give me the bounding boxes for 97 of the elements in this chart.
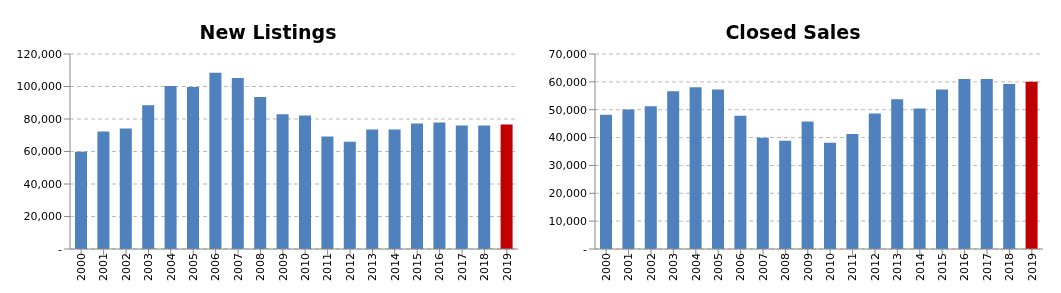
- bar: [299, 115, 311, 249]
- x-tick-label: 2002: [644, 253, 658, 281]
- chart-title: Closed Sales: [724, 20, 862, 45]
- x-tick-label: 2015: [411, 253, 425, 281]
- x-tick-label: 2014: [913, 253, 927, 281]
- bar: [119, 128, 132, 249]
- bar: [846, 133, 859, 249]
- x-tick-label: 2003: [667, 253, 681, 281]
- x-tick-label: 2005: [187, 253, 201, 281]
- x-tick-label: 2012: [343, 253, 357, 281]
- bar: [801, 121, 814, 249]
- y-tick-label: -: [583, 242, 588, 256]
- y-tick-label: 40,000: [23, 177, 62, 191]
- bar: [868, 113, 881, 249]
- bar: [164, 86, 177, 249]
- y-tick-label: 80,000: [23, 112, 62, 126]
- y-tick-label: -: [58, 242, 63, 256]
- bar: [75, 151, 87, 249]
- x-tick-label: 2018: [1003, 253, 1017, 281]
- x-tick-label: 2002: [119, 253, 133, 281]
- y-tick-label: 100,000: [16, 80, 62, 94]
- bar: [411, 123, 423, 249]
- bar: [254, 97, 267, 249]
- x-tick-label: 2011: [321, 253, 335, 281]
- x-tick-label: 2006: [734, 253, 748, 281]
- y-tick-label: 120,000: [16, 47, 62, 61]
- bar: [756, 137, 769, 249]
- y-tick-label: 20,000: [23, 210, 62, 224]
- bar: [913, 108, 926, 249]
- y-tick-label: 60,000: [548, 75, 587, 89]
- y-tick-label: 20,000: [548, 187, 587, 201]
- x-tick-label: 2019: [1025, 253, 1039, 281]
- x-tick-label: 2007: [756, 253, 770, 281]
- x-tick-label: 2008: [779, 253, 793, 281]
- x-tick-label: 2017: [980, 253, 994, 281]
- x-tick-label: 2012: [868, 253, 882, 281]
- bar: [321, 136, 334, 249]
- chart-title: New Listings: [198, 20, 338, 45]
- x-tick-label: 2001: [97, 253, 111, 281]
- bar: [478, 125, 491, 249]
- bar: [734, 115, 747, 249]
- bar: [980, 79, 993, 249]
- bar: [958, 79, 971, 249]
- bar: [231, 77, 244, 249]
- x-tick-label: 2005: [712, 253, 726, 281]
- x-tick-label: 2009: [801, 253, 815, 281]
- x-tick-label: 2010: [824, 253, 838, 281]
- x-tick-label: 2009: [276, 253, 290, 281]
- bar: [276, 114, 289, 249]
- bar: [600, 114, 612, 249]
- x-tick-label: 2001: [622, 253, 636, 281]
- x-tick-label: 2013: [366, 253, 380, 281]
- y-tick-label: 60,000: [23, 145, 62, 159]
- y-tick-label: 50,000: [548, 103, 587, 117]
- bar: [142, 105, 155, 249]
- x-tick-label: 2006: [209, 253, 223, 281]
- bar: [97, 131, 110, 249]
- x-tick-label: 2014: [388, 253, 402, 281]
- x-tick-label: 2017: [455, 253, 469, 281]
- bar: [388, 129, 401, 249]
- x-tick-label: 2000: [600, 253, 614, 281]
- bar: [689, 87, 702, 249]
- y-tick-label: 70,000: [548, 47, 587, 61]
- bar: [209, 72, 222, 249]
- x-tick-label: 2003: [142, 253, 156, 281]
- x-tick-label: 2000: [75, 253, 89, 281]
- bar: [891, 99, 904, 249]
- y-tick-label: 30,000: [548, 159, 587, 173]
- bar: [712, 89, 724, 249]
- x-tick-label: 2016: [958, 253, 972, 281]
- x-tick-label: 2013: [891, 253, 905, 281]
- x-tick-label: 2007: [231, 253, 245, 281]
- x-tick-label: 2011: [846, 253, 860, 281]
- bar: [500, 124, 513, 249]
- bar: [366, 129, 379, 249]
- x-tick-label: 2004: [689, 253, 703, 281]
- x-tick-label: 2004: [164, 253, 178, 281]
- x-tick-label: 2015: [936, 253, 950, 281]
- bar: [667, 91, 680, 249]
- bar: [622, 109, 635, 249]
- bar: [936, 89, 948, 249]
- y-tick-label: 40,000: [548, 131, 587, 145]
- bar: [824, 142, 836, 249]
- bar: [433, 122, 446, 249]
- x-tick-label: 2016: [433, 253, 447, 281]
- bar: [1025, 81, 1038, 249]
- bar: [1003, 84, 1016, 249]
- x-tick-label: 2018: [478, 253, 492, 281]
- bar: [644, 106, 657, 249]
- x-tick-label: 2019: [500, 253, 514, 281]
- x-tick-label: 2010: [299, 253, 313, 281]
- bar: [455, 125, 468, 249]
- bar: [343, 141, 356, 249]
- y-tick-label: 10,000: [548, 215, 587, 229]
- bar: [779, 140, 792, 249]
- x-tick-label: 2008: [254, 253, 268, 281]
- bar: [187, 86, 199, 249]
